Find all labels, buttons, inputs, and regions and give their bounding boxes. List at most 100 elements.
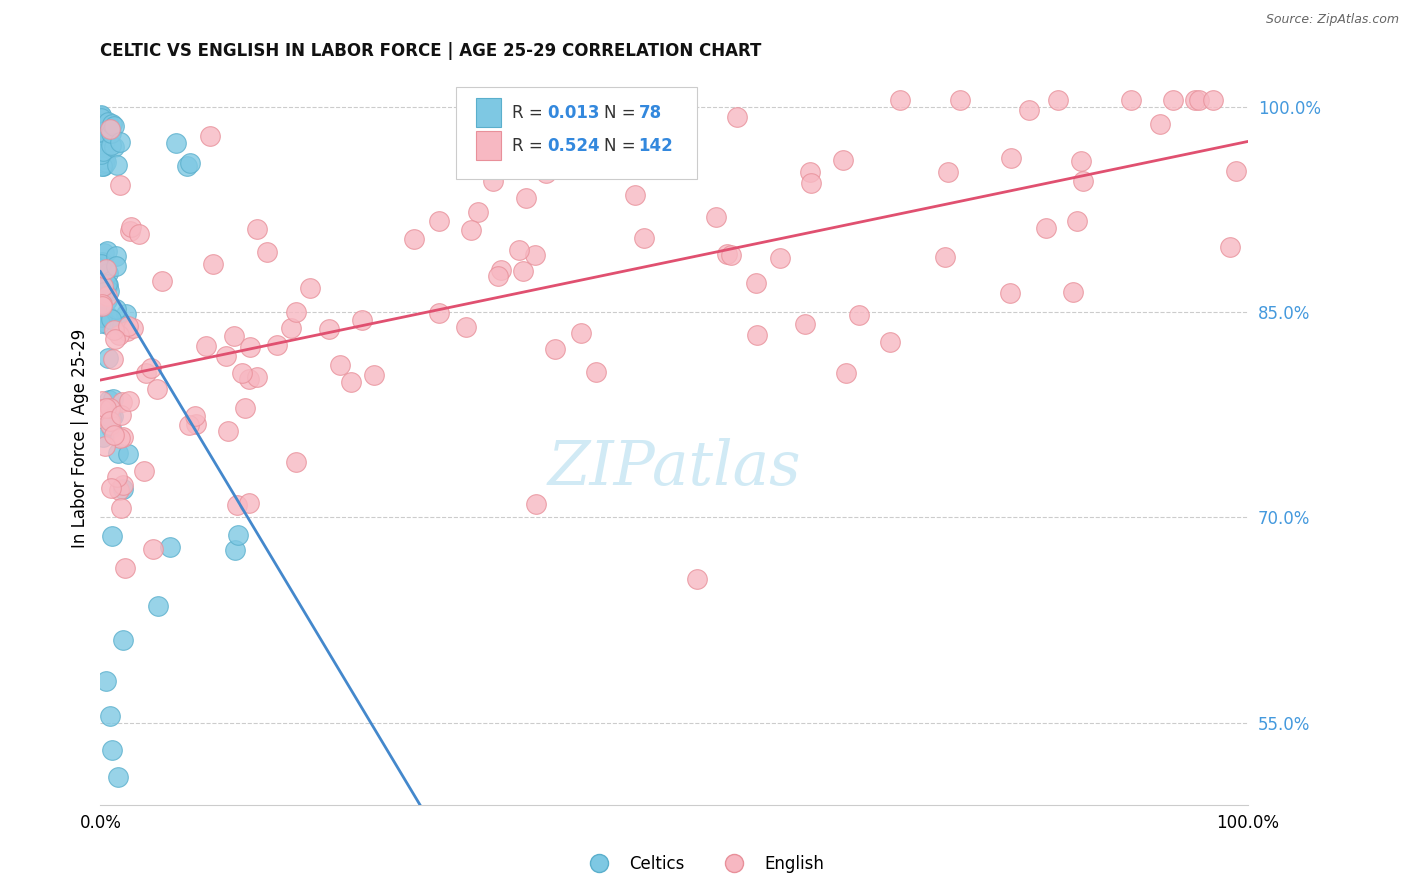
Point [94,262,117,277]
Point [97,266,120,280]
Text: Source: ZipAtlas.com: Source: ZipAtlas.com [1265,13,1399,27]
Point [145,382,167,396]
Point [179,156,201,170]
Point [135,366,157,380]
Point [350,313,373,327]
Point [93,260,115,274]
Point [108,328,131,343]
Point [100,420,122,434]
Point [1071,174,1094,188]
Point [231,366,253,380]
Point [1018,103,1040,118]
Point [105,158,128,172]
Point [486,268,509,283]
Point [120,220,142,235]
Point [89,137,111,152]
Point [108,431,131,445]
Point [90,257,112,271]
Point [107,445,129,459]
Point [110,500,132,515]
Point [98,708,121,723]
Point [176,159,198,173]
Point [285,305,308,319]
Point [184,409,207,423]
Point [489,263,512,277]
Point [184,417,207,431]
Point [100,126,122,140]
Point [1121,93,1143,107]
Point [1066,214,1088,228]
Point [103,323,125,337]
Point [94,128,117,142]
Point [100,138,122,153]
Point [1035,221,1057,235]
Point [96,277,118,291]
Point [111,319,134,334]
Point [101,117,124,131]
Bar [475,98,501,128]
Point [111,478,134,492]
Point [938,165,960,179]
Point [165,136,187,150]
Point [146,599,169,614]
Point [111,430,134,444]
Point [285,455,308,469]
Point [848,308,870,322]
Point [214,349,236,363]
Point [467,205,489,219]
Point [100,481,122,495]
Point [105,470,128,484]
Point [98,392,121,407]
Point [1184,93,1206,107]
Text: R =: R = [512,103,548,121]
Point [91,125,114,139]
Point [114,561,136,575]
Point [720,248,742,262]
Point [117,318,139,333]
Point [96,293,118,307]
Point [96,289,118,303]
Point [97,351,120,366]
Point [280,320,302,334]
Point [93,158,115,172]
Point [217,424,239,438]
Point [91,279,114,293]
Point [318,322,340,336]
Point [115,307,138,321]
Point [460,223,482,237]
Point [122,320,145,334]
Text: CELTIC VS ENGLISH IN LABOR FORCE | AGE 25-29 CORRELATION CHART: CELTIC VS ENGLISH IN LABOR FORCE | AGE 2… [100,42,762,60]
Point [329,358,352,372]
Point [1201,93,1223,107]
Point [103,139,125,153]
Point [98,417,121,432]
Point [427,213,450,227]
Point [91,296,114,310]
Point [100,410,122,425]
Text: 142: 142 [638,136,673,154]
Point [90,298,112,312]
Point [91,159,114,173]
Point [201,257,224,271]
Point [246,222,269,236]
Point [633,231,655,245]
Point [100,529,122,543]
Point [91,256,114,270]
Point [998,286,1021,301]
Point [769,251,792,265]
Point [104,259,127,273]
Point [233,401,256,415]
Point [111,395,134,409]
Text: N =: N = [605,136,641,154]
Point [90,112,112,126]
Point [98,284,121,298]
Point [117,447,139,461]
Point [800,176,823,190]
Point [108,178,131,193]
Point [90,259,112,273]
Point [90,159,112,173]
Point [246,370,269,384]
Point [1062,285,1084,299]
Point [835,367,858,381]
Point [110,408,132,422]
